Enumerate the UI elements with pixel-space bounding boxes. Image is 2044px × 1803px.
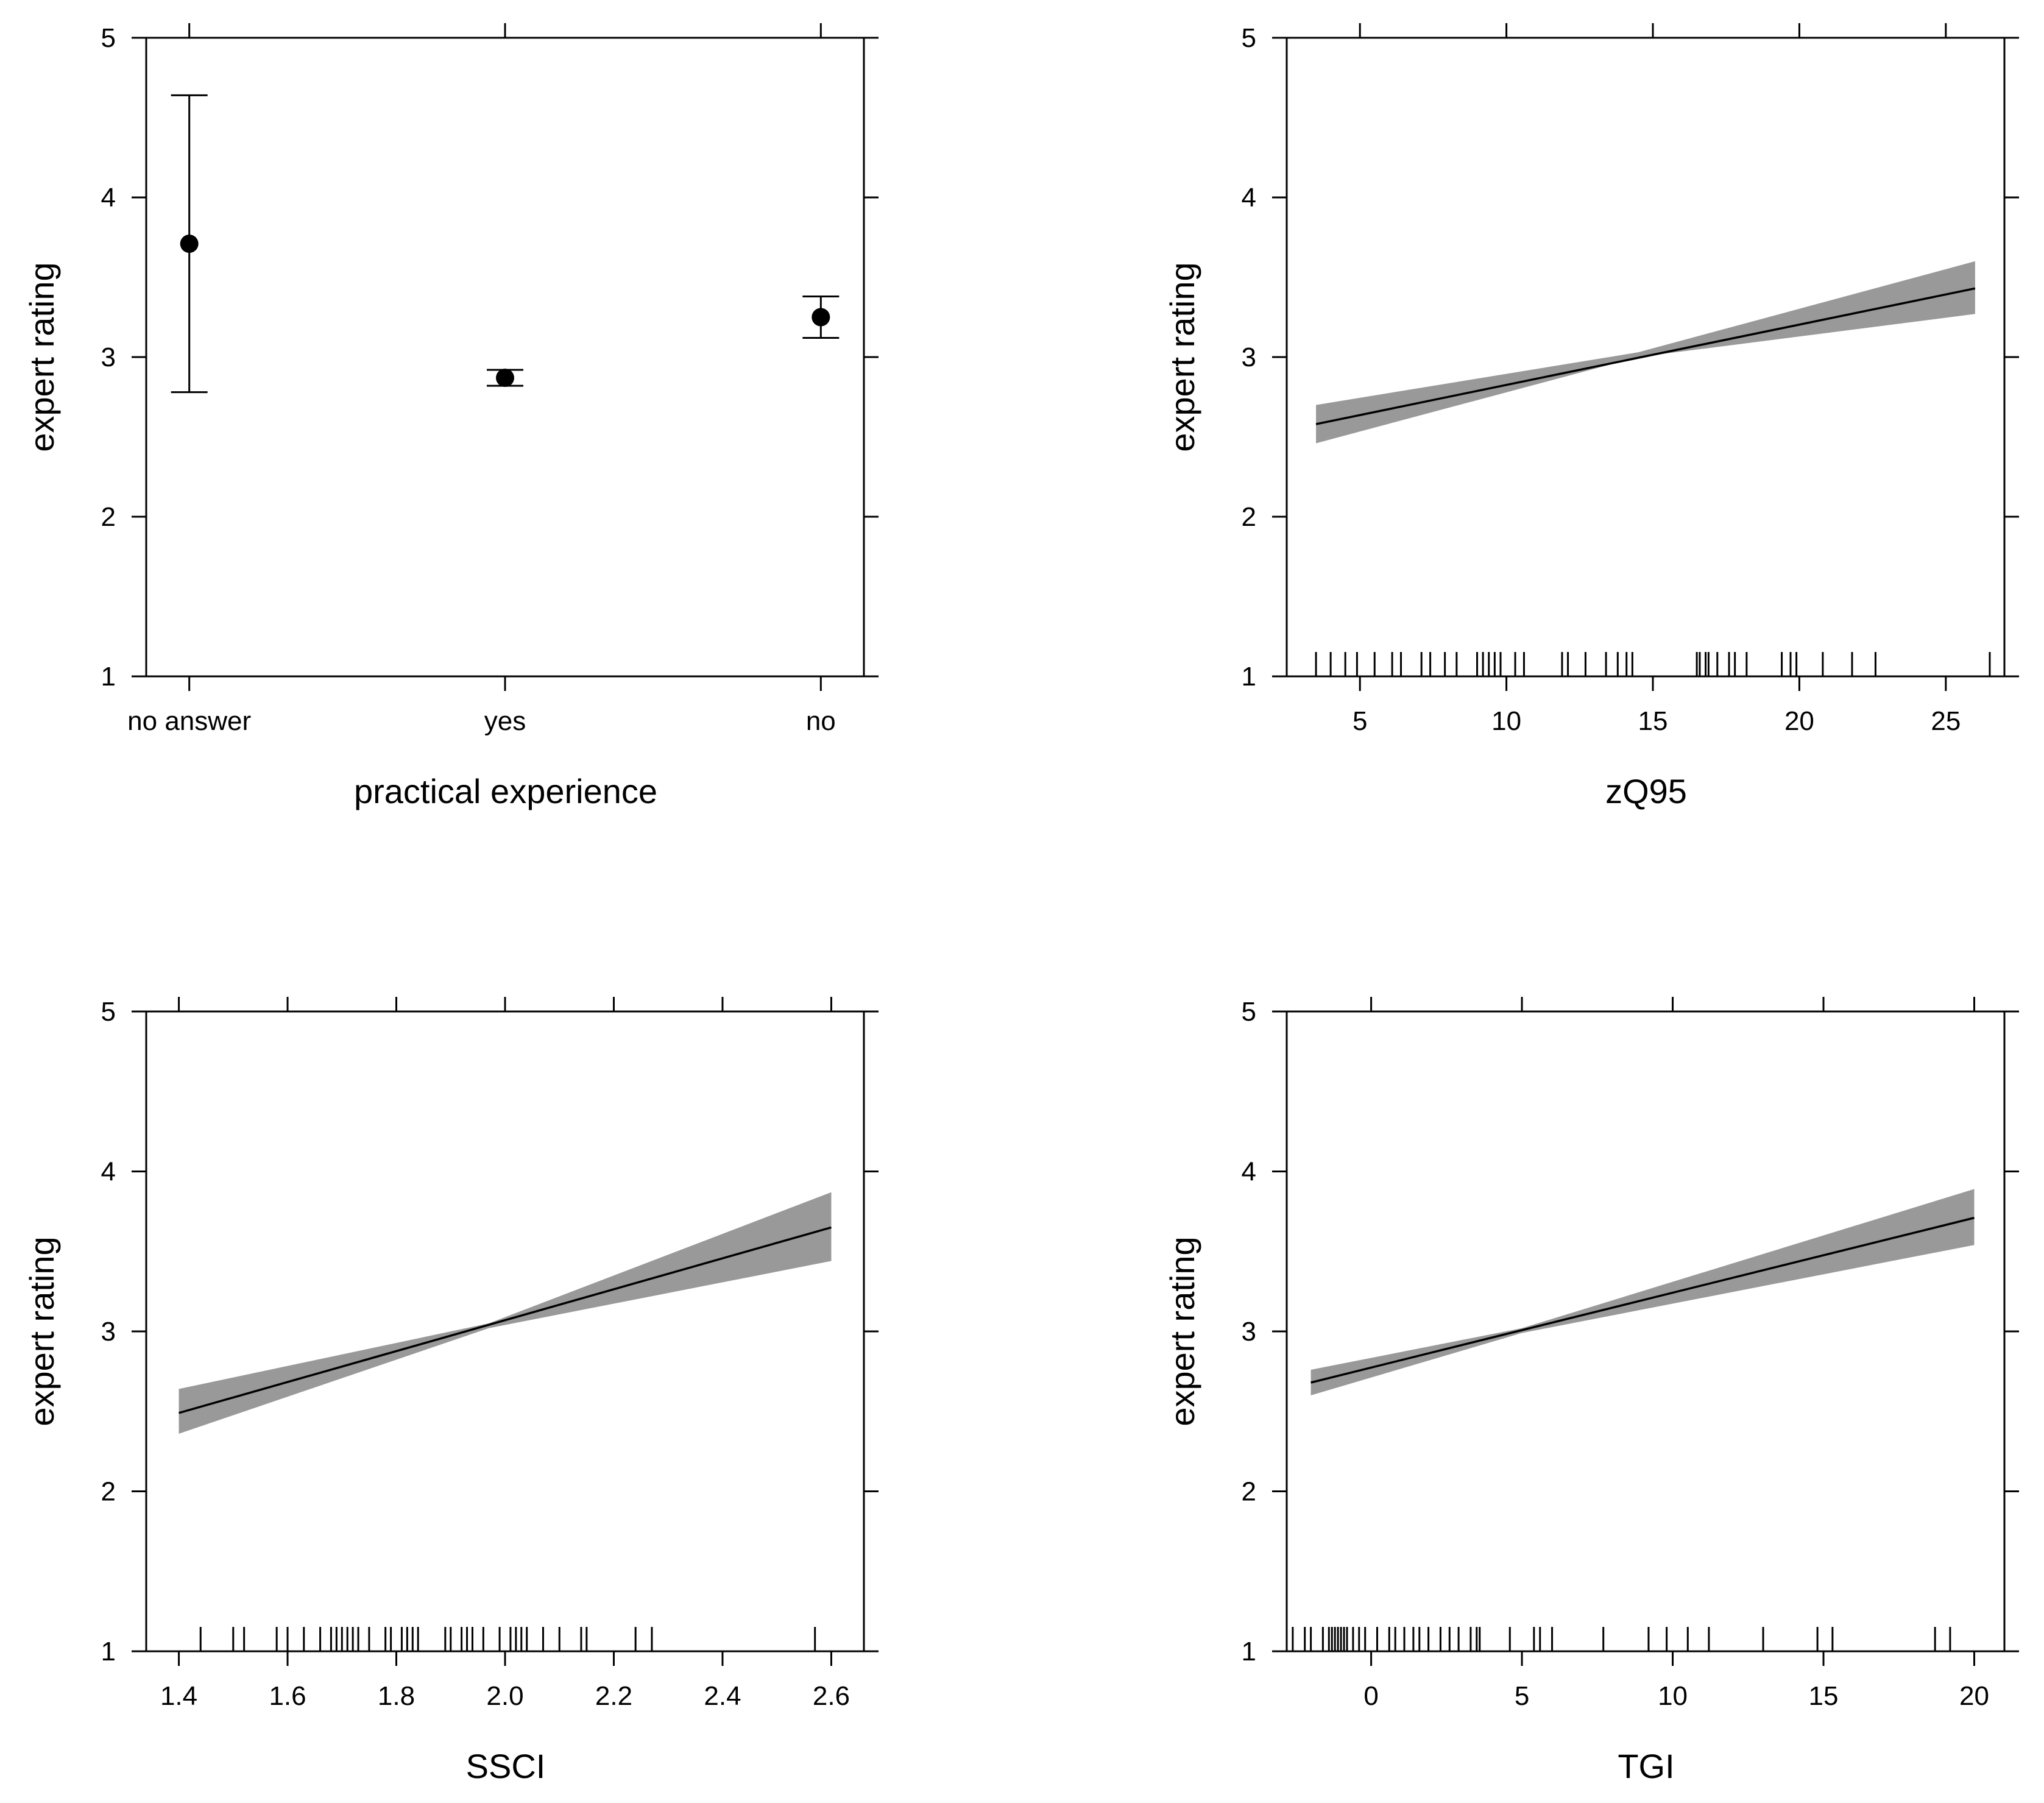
y-tick-label: 1 [101,1637,116,1667]
y-axis-label: expert rating [23,1236,61,1426]
x-axis-label: practical experience [354,772,657,810]
y-tick-label: 4 [1242,1157,1256,1187]
y-tick-label: 2 [1242,502,1256,532]
panel-tgi: TGI expert rating 1 2 3 4 5 0 5 10 15 20 [1163,997,2019,1785]
data-point [496,369,514,388]
x-axis-label: zQ95 [1605,772,1687,810]
x-tick-label: 15 [1638,706,1668,736]
x-axis-label: SSCI [466,1747,546,1785]
data-point [812,308,830,327]
y-tick-label: 2 [1242,1477,1256,1507]
y-tick-label: 3 [101,342,116,372]
y-tick-label: 5 [1242,23,1256,53]
fit-line [1315,287,1976,425]
y-tick-label: 2 [101,1477,116,1507]
y-tick-label: 1 [101,662,116,692]
x-axis-label: TGI [1618,1747,1674,1785]
x-tick-label: 10 [1658,1681,1688,1711]
x-tick-label: 2.4 [704,1681,741,1711]
x-tick-label: 25 [1931,706,1961,736]
panel-practical-experience: practical experience expert rating 1 2 3 4 5… [23,23,879,810]
x-tick-label: 5 [1515,1681,1529,1711]
x-tick-label: yes [484,706,526,736]
y-tick-label: 5 [1242,997,1256,1027]
x-tick-label: 1.6 [269,1681,306,1711]
y-axis-label: expert rating [23,262,61,452]
x-tick-label: 15 [1809,1681,1839,1711]
y-tick-label: 1 [1242,1637,1256,1667]
x-tick-label: 2.0 [486,1681,523,1711]
y-tick-label: 1 [1242,662,1256,692]
confidence-band [179,1192,832,1434]
y-tick-label: 3 [101,1317,116,1347]
panel-ssci: SSCI expert rating 1 2 3 4 5 1.4 1.6 1.8 2.0 2.2 2… [23,997,879,1785]
y-axis-label: expert rating [1163,1236,1201,1426]
x-tick-label: 0 [1363,1681,1378,1711]
confidence-band [1310,1189,1975,1395]
y-tick-label: 4 [101,1157,116,1187]
x-tick-label: 2.2 [595,1681,632,1711]
y-tick-label: 4 [101,183,116,213]
fit-line [179,1226,832,1414]
y-tick-label: 3 [1242,342,1256,372]
data-point [180,234,199,253]
x-tick-label: 20 [1784,706,1814,736]
y-tick-label: 4 [1242,183,1256,213]
x-tick-label: 1.8 [378,1681,415,1711]
confidence-band [1316,261,1975,444]
x-tick-label: 1.4 [160,1681,197,1711]
y-tick-label: 2 [101,502,116,532]
y-tick-label: 3 [1242,1317,1256,1347]
x-tick-label: 2.6 [813,1681,850,1711]
x-tick-label: no [806,706,836,736]
panel-zq95: zQ95 expert rating 1 2 3 4 5 5 10 15 20 25 [1163,23,2019,810]
x-tick-label: no answer [127,706,251,736]
x-tick-label: 20 [1959,1681,1989,1711]
y-tick-label: 5 [101,23,116,53]
y-axis-label: expert rating [1163,262,1201,452]
y-tick-label: 5 [101,997,116,1027]
x-tick-label: 5 [1353,706,1367,736]
fit-line [1310,1216,1975,1384]
x-tick-label: 10 [1491,706,1521,736]
